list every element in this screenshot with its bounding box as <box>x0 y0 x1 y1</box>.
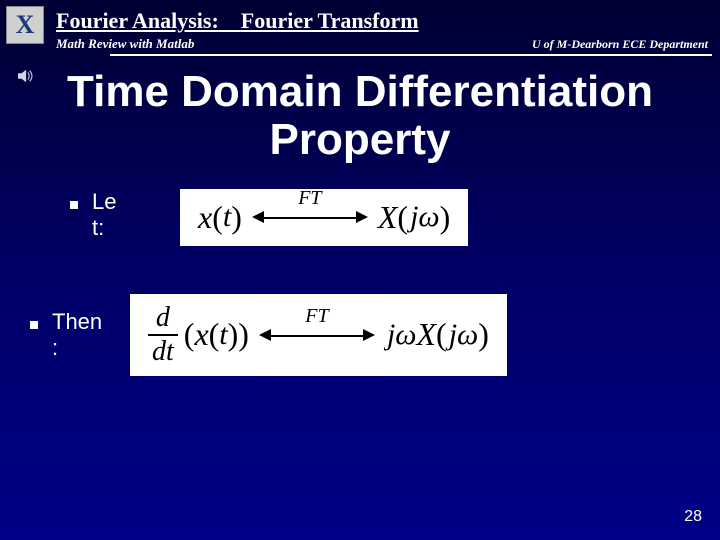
eq-func-x2: x <box>194 316 208 353</box>
breadcrumb: Fourier Analysis: Fourier Transform <box>56 6 720 34</box>
eq-open-paren5: ( <box>436 316 447 353</box>
eq-ft-label2: FT <box>305 305 328 328</box>
eq-j3: j <box>449 318 457 352</box>
bullet-let-part1: Le <box>92 189 116 215</box>
eq-var-t2: t <box>219 318 227 352</box>
subtitle-left: Math Review with Matlab <box>56 36 194 52</box>
header-text-block: Fourier Analysis: Fourier Transform Math… <box>56 6 720 56</box>
eq-close-paren: ) <box>231 199 242 236</box>
eq-open-paren: ( <box>212 199 223 236</box>
eq-ft-arrow2: FT <box>257 317 377 353</box>
breadcrumb-section: Fourier Analysis: <box>56 8 219 33</box>
bullet-square-icon <box>30 321 38 329</box>
eq-j2: j <box>387 318 395 352</box>
eq-func-bigx2: X <box>416 316 436 353</box>
eq-ft-label: FT <box>298 187 321 210</box>
header-divider <box>110 54 712 56</box>
slide-title-line1: Time Domain Differentiation <box>67 67 653 116</box>
content-area-2: Then : d dt ( x ( t ) ) FT j ω X <box>0 294 720 376</box>
logo-letter: X <box>16 10 35 40</box>
slide-title: Time Domain Differentiation Property <box>0 68 720 165</box>
eq-frac-top: d <box>152 304 174 332</box>
bullet-then-part1: Then <box>52 309 102 335</box>
subtitle-row: Math Review with Matlab U of M-Dearborn … <box>56 36 720 52</box>
arrow-right-icon <box>363 329 375 341</box>
arrow-line-icon <box>267 335 367 337</box>
bullet-square-icon <box>70 201 78 209</box>
eq-frac-bot: dt <box>148 338 178 366</box>
eq-open-paren3: ( <box>184 316 195 353</box>
arrow-right-icon <box>356 211 368 223</box>
eq-ft-arrow: FT <box>250 199 370 235</box>
eq-omega3: ω <box>457 318 478 352</box>
slide-title-line2: Property <box>270 115 451 164</box>
eq-ddt-fraction: d dt <box>148 304 178 366</box>
eq-omega2: ω <box>395 318 416 352</box>
eq-close-paren2: ) <box>440 199 451 236</box>
eq-j: j <box>410 200 418 234</box>
page-number: 28 <box>684 508 702 526</box>
eq-var-t: t <box>223 200 231 234</box>
equation-ft-pair: x ( t ) FT X ( j ω ) <box>180 189 468 246</box>
eq-func-bigx: X <box>378 199 398 236</box>
speaker-icon <box>18 68 36 84</box>
equation-differentiation: d dt ( x ( t ) ) FT j ω X ( j ω ) <box>130 294 507 376</box>
bullet-row-let: Le t: x ( t ) FT X ( j ω ) <box>70 189 690 246</box>
logo-badge: X <box>6 6 44 44</box>
eq-close-paren5: ) <box>478 316 489 353</box>
eq-omega: ω <box>418 200 439 234</box>
eq-func-x: x <box>198 199 212 236</box>
eq-open-paren4: ( <box>209 316 220 353</box>
subtitle-right: U of M-Dearborn ECE Department <box>532 37 708 52</box>
eq-close-paren3: ) <box>238 316 249 353</box>
eq-open-paren2: ( <box>397 199 408 236</box>
content-area: Le t: x ( t ) FT X ( j ω ) <box>0 165 720 246</box>
breadcrumb-page: Fourier Transform <box>241 8 419 33</box>
bullet-let-text: Le t: <box>70 189 160 241</box>
bullet-then-text: Then : <box>30 309 110 361</box>
eq-close-paren4: ) <box>228 316 239 353</box>
arrow-line-icon <box>260 217 360 219</box>
bullet-row-then: Then : d dt ( x ( t ) ) FT j ω X <box>30 294 690 376</box>
bullet-then-part2: : <box>52 335 110 361</box>
bullet-let-part2: t: <box>92 215 160 241</box>
slide-header: X Fourier Analysis: Fourier Transform Ma… <box>0 0 720 56</box>
